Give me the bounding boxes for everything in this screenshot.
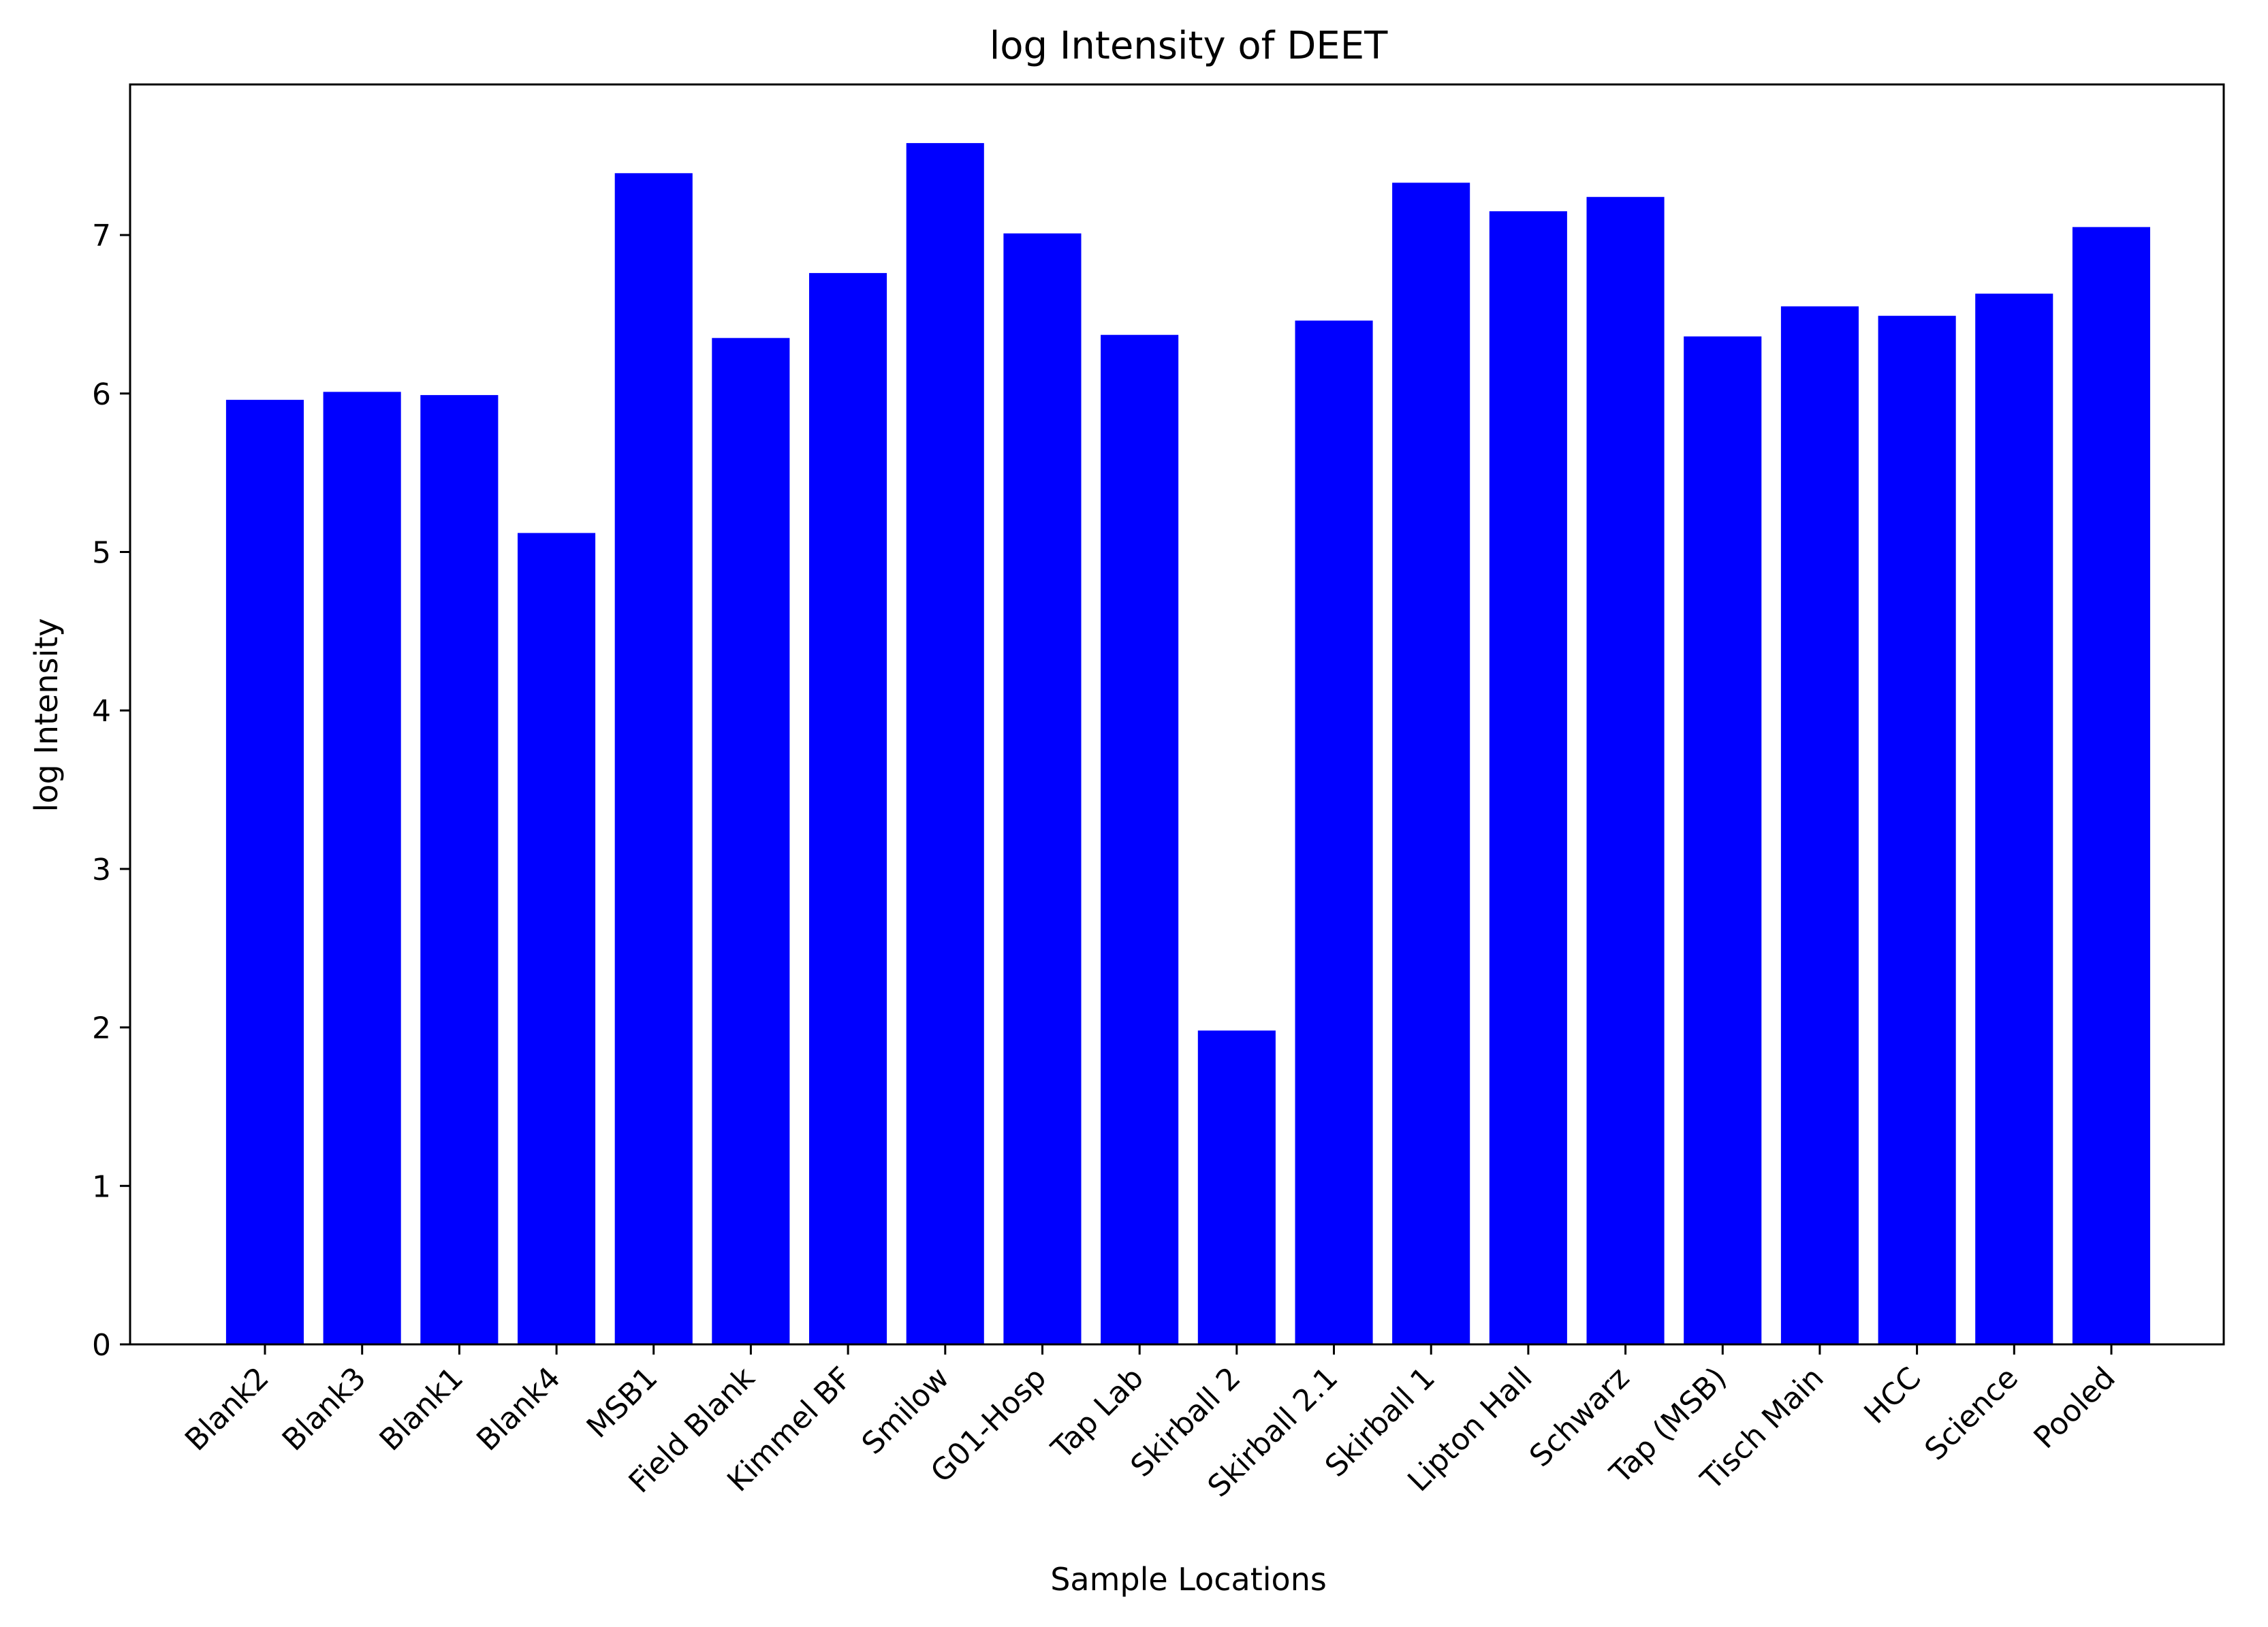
bar-blank4 <box>518 533 596 1344</box>
bar-field-blank <box>712 338 790 1344</box>
bar-tap-lab <box>1101 334 1179 1345</box>
bar-skirball-1 <box>1392 183 1470 1344</box>
bar-pooled <box>2072 227 2150 1344</box>
y-axis-label: log Intensity <box>28 618 65 812</box>
bar-lipton-hall <box>1489 211 1567 1345</box>
y-tick-label-6: 6 <box>92 377 111 412</box>
y-axis: 0 1 2 3 4 5 6 7 <box>92 219 130 1363</box>
bar-kimmel-bf <box>809 272 887 1344</box>
bar-tap-msb <box>1684 336 1762 1344</box>
bar-smilow <box>906 143 984 1345</box>
bar-g01-hosp <box>1003 233 1082 1345</box>
bar-blank2 <box>225 400 304 1344</box>
bar-skirball-2 <box>1197 1030 1276 1344</box>
x-axis-label: Sample Locations <box>1050 1561 1327 1598</box>
plot-frame <box>129 83 2225 1346</box>
bar-schwarz <box>1586 197 1665 1345</box>
axes-layer <box>129 83 2225 1346</box>
y-tick-label-4: 4 <box>92 694 111 729</box>
bars-layer <box>225 143 2150 1345</box>
y-tick-label-7: 7 <box>92 219 111 253</box>
bar-msb1 <box>614 173 693 1344</box>
chart-title: log Intensity of DEET <box>990 24 1388 68</box>
bar-tisch-main <box>1780 306 1859 1344</box>
bar-blank1 <box>420 395 499 1344</box>
y-tick-label-3: 3 <box>92 853 111 887</box>
bar-blank3 <box>323 392 401 1344</box>
bar-science <box>1975 294 2053 1345</box>
y-tick-label-2: 2 <box>92 1011 111 1046</box>
bar-skirball-2-1 <box>1295 320 1373 1345</box>
bar-hcc <box>1878 315 1956 1345</box>
y-tick-label-1: 1 <box>92 1169 111 1204</box>
y-tick-label-5: 5 <box>92 536 111 571</box>
y-tick-label-0: 0 <box>92 1328 111 1363</box>
